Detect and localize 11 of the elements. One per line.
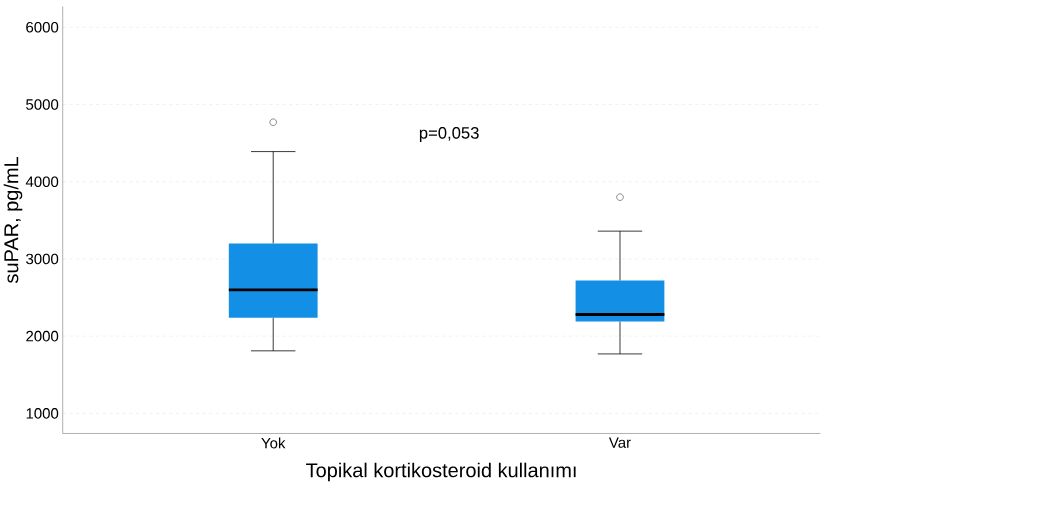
y-tick-label: 2000 — [26, 331, 59, 342]
x-axis-title: Topikal kortikosteroid kullanımı — [306, 462, 576, 482]
y-tick-label: 3000 — [26, 253, 59, 265]
y-tick-label: 6000 — [26, 22, 59, 33]
x-tick-label: Yok — [261, 437, 286, 449]
y-tick-label: 5000 — [26, 99, 59, 110]
y-tick-label: 4000 — [25, 176, 59, 188]
x-tick-label: Var — [608, 437, 631, 448]
annotation: p=0,053 — [419, 127, 479, 143]
y-axis-title: suPAR, pg/mL — [3, 157, 23, 284]
y-tick-label: 1000 — [26, 408, 59, 419]
